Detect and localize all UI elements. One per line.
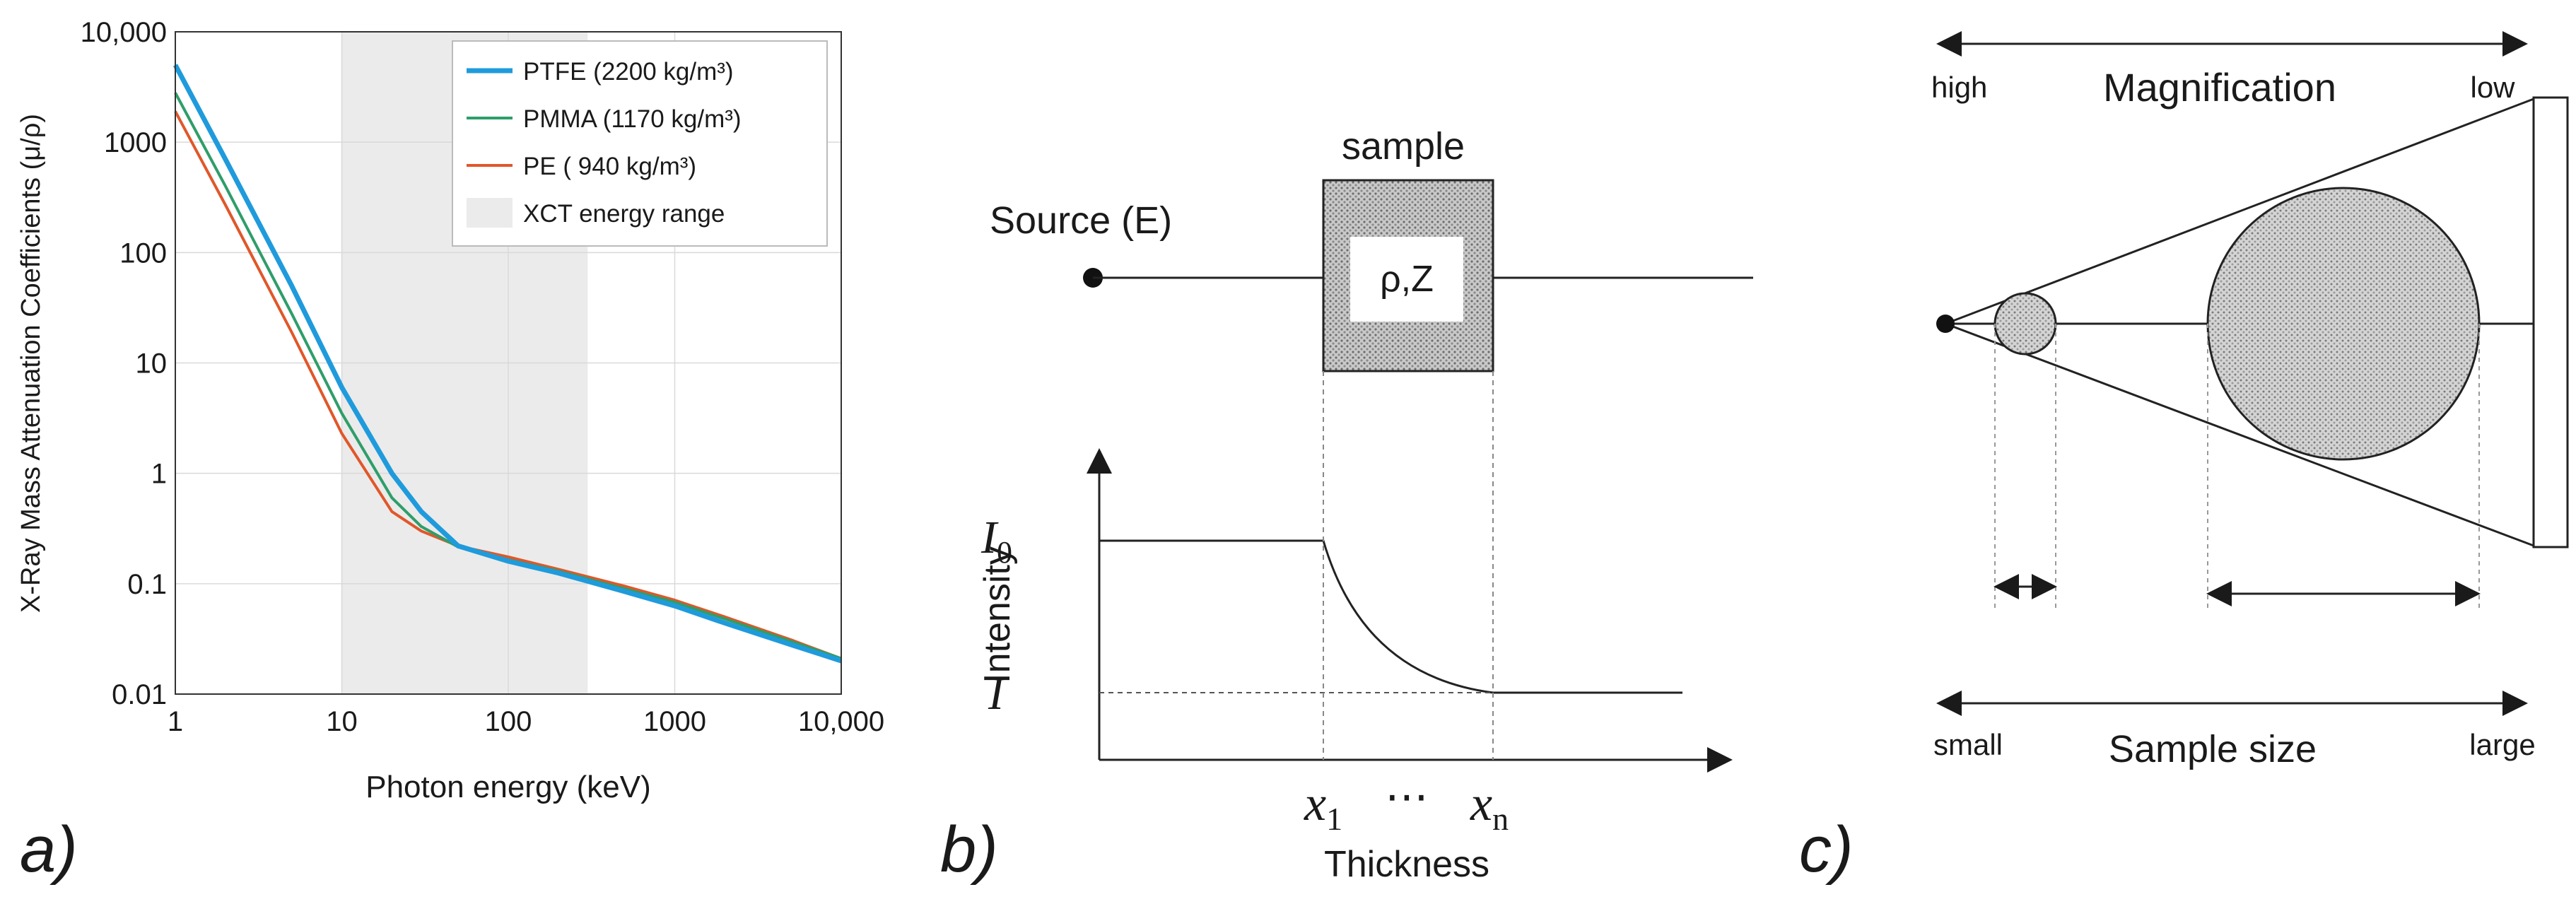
thickness-label: Thickness: [1324, 844, 1489, 885]
x-tick-labels: 1 10 100 1000 10,000: [168, 706, 884, 737]
small-sample: [1994, 292, 2057, 356]
sample-label: sample: [1342, 125, 1465, 168]
y-tick-label: 0.1: [127, 569, 167, 600]
xn-main: x: [1470, 777, 1492, 831]
i0-main: I: [980, 512, 999, 563]
y-axis-label: X-Ray Mass Attenuation Coefficients (μ/ρ…: [16, 114, 46, 613]
x1-main: x: [1304, 777, 1326, 831]
attenuation-schematic: Source (E) sample ρ,Z detector Intensity…: [977, 125, 1753, 885]
panel-label-c: c): [1799, 814, 1854, 886]
xn-subscript: n: [1492, 801, 1509, 837]
x-tick-label: 100: [485, 706, 532, 737]
label-sample-size: Sample size: [2109, 728, 2317, 770]
sample-props: ρ,Z: [1380, 259, 1434, 300]
label-small: small: [1933, 728, 2003, 761]
i0-subscript: 0: [997, 535, 1012, 570]
chart-series-group: [172, 64, 843, 664]
legend-label-pe: PE ( 940 kg/m³): [523, 153, 696, 180]
x-axis-label: Photon energy (keV): [365, 770, 651, 804]
x-tick-label: 10,000: [798, 706, 884, 737]
panel-label-b: b): [940, 814, 998, 886]
detector-c: [2532, 96, 2569, 548]
legend-box: [452, 40, 828, 247]
i0-label: I0: [980, 512, 1012, 570]
intensity-axis-label: Intensity: [977, 546, 1018, 683]
y-tick-label: 1: [151, 459, 167, 490]
legend-label-pmma: PMMA (1170 kg/m³): [523, 105, 742, 133]
y-tick-label: 10,000: [81, 17, 167, 48]
x1-label: x1: [1304, 777, 1342, 837]
y-tick-label: 10: [136, 348, 168, 380]
legend-swatch-xct: [467, 198, 513, 228]
magnification-schematic: high Magnification low small Sample size…: [1931, 31, 2569, 770]
intensity-curve: [1099, 539, 1682, 694]
ellipsis: ⋯: [1385, 773, 1429, 821]
y-tick-label: 100: [119, 237, 167, 269]
legend-label-ptfe: PTFE (2200 kg/m³): [523, 58, 734, 86]
label-magnification: Magnification: [2103, 65, 2336, 110]
label-low: low: [2470, 71, 2515, 104]
i-label: I: [988, 668, 1006, 720]
large-sample: [2206, 187, 2481, 461]
label-large: large: [2469, 728, 2535, 761]
cone-lower-edge: [1945, 322, 2534, 547]
source-point-c: [1936, 315, 1955, 333]
panel-label-a: a): [20, 814, 78, 886]
y-tick-label: 1000: [104, 127, 167, 158]
source-label: Source (E): [990, 199, 1172, 242]
chart-legend: PTFE (2200 kg/m³) PMMA (1170 kg/m³) PE (…: [452, 40, 828, 247]
label-high: high: [1931, 71, 1987, 104]
attenuation-chart: 0.01 0.1 1 10 100 1000 10,000 1 10 100 1000 10,000…: [16, 17, 884, 804]
y-tick-labels: 0.01 0.1 1 10 100 1000 10,000: [81, 17, 167, 710]
xn-label: xn: [1470, 777, 1509, 837]
y-tick-label: 0.01: [112, 679, 167, 710]
sample-props-box: [1350, 237, 1463, 322]
cone-upper-edge: [1945, 98, 2534, 325]
legend-label-xct: XCT energy range: [523, 200, 725, 228]
x-tick-label: 1: [168, 706, 183, 737]
x1-subscript: 1: [1326, 801, 1342, 837]
plot-frame: [175, 31, 842, 695]
x-tick-label: 10: [326, 706, 358, 737]
series-line-ptfe: [172, 64, 843, 664]
x-tick-label: 1000: [643, 706, 706, 737]
